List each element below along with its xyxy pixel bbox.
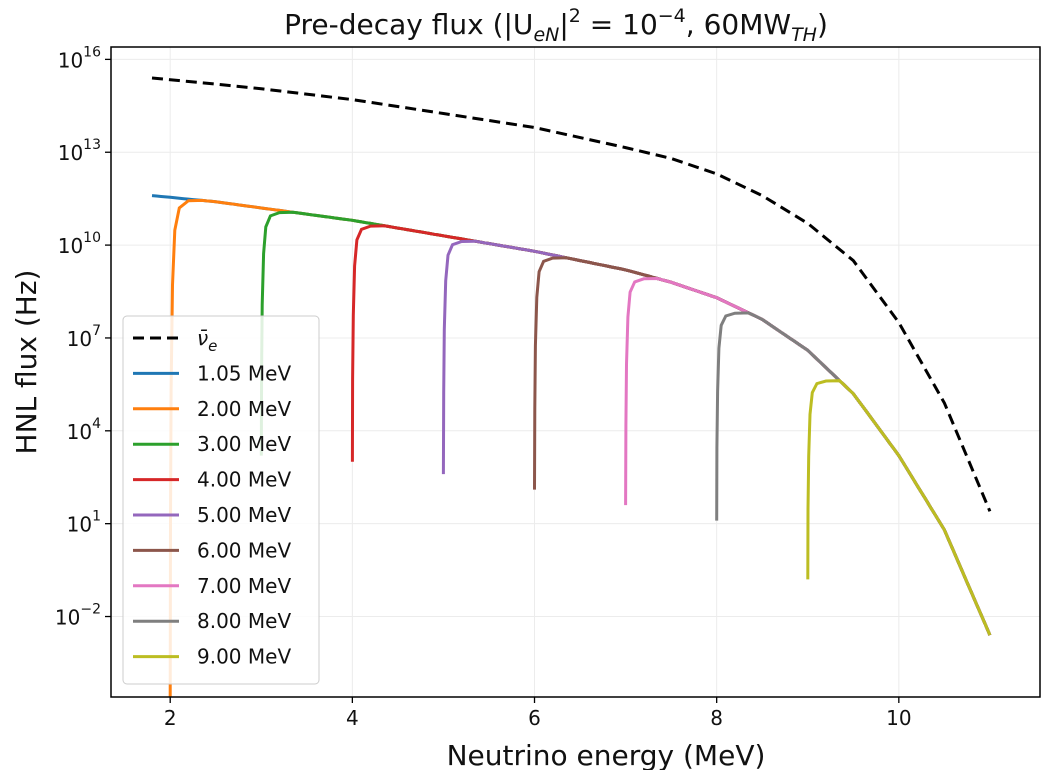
y-tick-label: 1010 <box>58 230 101 258</box>
legend-label: 9.00 MeV <box>197 645 291 669</box>
legend-label: ν̄e <box>197 326 217 355</box>
legend: ν̄e 1.05 MeV 2.00 MeV 3.00 MeV 4.00 MeV 5.00 … <box>122 315 320 685</box>
y-tick-label: 104 <box>67 416 101 444</box>
legend-label: 3.00 MeV <box>197 432 291 456</box>
x-tick-label: 6 <box>528 706 541 730</box>
y-tick-label: 107 <box>67 323 101 351</box>
y-axis-ticks: 1016 1013 1010 107 104 101 10−2 <box>55 44 111 630</box>
x-tick-label: 4 <box>346 706 359 730</box>
plot-frame <box>110 46 1041 698</box>
x-axis-ticks: 2 4 6 8 10 <box>164 697 912 730</box>
x-tick-label: 10 <box>886 706 911 730</box>
series-line <box>806 379 992 636</box>
legend-label: 1.05 MeV <box>197 361 291 385</box>
y-tick-label: 10−2 <box>55 602 101 630</box>
x-tick-label: 2 <box>164 706 177 730</box>
legend-label: 7.00 MeV <box>197 574 291 598</box>
legend-label: 8.00 MeV <box>197 609 291 633</box>
x-axis-label: Neutrino energy (MeV) <box>447 739 766 770</box>
y-tick-label: 1013 <box>58 137 101 165</box>
chart-title: Pre-decay flux (|UeN|2 = 10−4, 60MWTH) <box>284 5 828 46</box>
legend-label: 4.00 MeV <box>197 468 291 492</box>
legend-label: 6.00 MeV <box>197 538 291 562</box>
legend-label: 5.00 MeV <box>197 503 291 527</box>
series-line <box>151 76 992 512</box>
legend-label: 2.00 MeV <box>197 397 291 421</box>
y-tick-label: 101 <box>67 509 101 537</box>
series-line <box>715 311 992 636</box>
y-tick-label: 1016 <box>58 44 101 72</box>
series-lines <box>151 76 992 697</box>
y-axis-label: HNL flux (Hz) <box>10 270 43 455</box>
series-line <box>533 256 992 636</box>
x-tick-label: 8 <box>710 706 723 730</box>
